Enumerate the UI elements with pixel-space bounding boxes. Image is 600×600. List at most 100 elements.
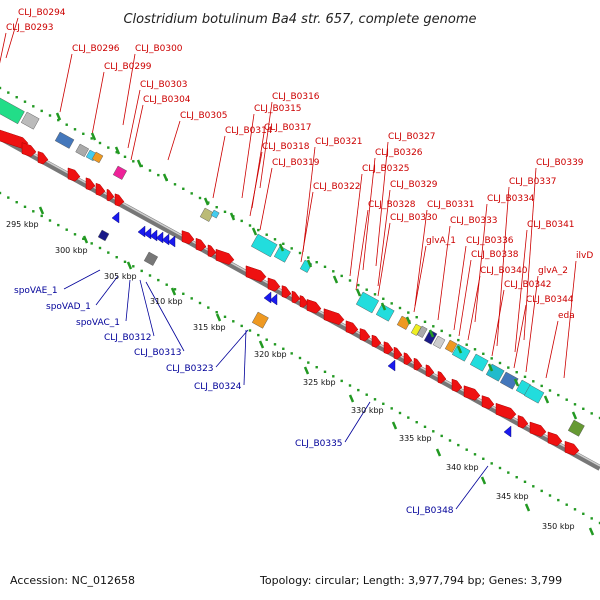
gene-box bbox=[97, 229, 110, 242]
inner-dotted-dot bbox=[207, 306, 210, 309]
position-tick-label: 315 kbp bbox=[193, 323, 226, 332]
position-tick-mark bbox=[348, 394, 355, 403]
forward-label-connector bbox=[212, 135, 226, 199]
outer-dotted-dot bbox=[373, 293, 377, 296]
position-tick-mark bbox=[524, 503, 531, 512]
outer-tick-mark bbox=[251, 227, 258, 236]
gene-box bbox=[523, 384, 545, 404]
outer-dotted-dot bbox=[15, 96, 18, 99]
inner-dotted-dot bbox=[557, 498, 560, 502]
forward-gene-arrow bbox=[413, 357, 423, 371]
inner-dotted-dot bbox=[215, 311, 218, 314]
inner-dotted-dot bbox=[340, 379, 343, 383]
position-tick-mark bbox=[170, 287, 177, 296]
outer-dotted-dot bbox=[198, 196, 202, 200]
forward-gene-label: CLJ_B0317 bbox=[264, 123, 312, 133]
forward-gene-arrow bbox=[181, 230, 195, 245]
forward-gene-label: CLJ_B0340 bbox=[480, 266, 528, 276]
outer-dotted-dot bbox=[115, 151, 118, 154]
forward-label-connector bbox=[377, 189, 391, 287]
inner-dotted-dot bbox=[107, 251, 110, 254]
forward-label-connector bbox=[241, 113, 255, 199]
inner-dotted-dot bbox=[273, 343, 277, 346]
forward-gene-arrow bbox=[299, 295, 309, 308]
outer-dotted-dot bbox=[498, 361, 502, 365]
reverse-gene-label: CLJ_B0335 bbox=[295, 439, 343, 449]
outer-tick-mark bbox=[90, 132, 97, 141]
forward-label-connector bbox=[414, 209, 428, 307]
forward-gene-arrow bbox=[495, 402, 517, 420]
reverse-label-connector bbox=[344, 401, 371, 443]
forward-label-connector bbox=[467, 275, 481, 341]
outer-dotted-dot bbox=[557, 393, 560, 397]
forward-label-connector bbox=[491, 289, 505, 357]
position-tick-label: 325 kbp bbox=[303, 378, 336, 387]
inner-dotted-dot bbox=[323, 370, 327, 373]
outer-tick-mark bbox=[162, 173, 169, 182]
forward-gene-label: CLJ_B0341 bbox=[527, 220, 575, 230]
outer-dotted-dot bbox=[223, 210, 227, 213]
reverse-gene-arrow bbox=[143, 227, 152, 240]
inner-dotted-dot bbox=[298, 356, 302, 360]
inner-dotted-dot bbox=[15, 201, 18, 204]
forward-gene-arrow bbox=[85, 177, 96, 191]
outer-tick-mark bbox=[543, 395, 550, 404]
forward-label-connector bbox=[259, 167, 273, 231]
inner-dotted-dot bbox=[132, 265, 135, 268]
forward-gene-arrow bbox=[451, 378, 463, 393]
outer-dotted-dot bbox=[507, 366, 510, 369]
forward-gene-arrow bbox=[67, 167, 81, 182]
outer-tick-mark bbox=[114, 146, 121, 155]
forward-gene-label: CLJ_B0322 bbox=[313, 182, 361, 192]
outer-tick-mark bbox=[487, 363, 494, 372]
forward-gene-arrow bbox=[291, 290, 301, 304]
outer-dotted-dot bbox=[40, 109, 43, 113]
inner-dotted-dot bbox=[515, 476, 518, 479]
outer-dotted-dot bbox=[540, 384, 543, 388]
inner-dotted-dot bbox=[390, 407, 393, 410]
forward-gene-arrow bbox=[281, 285, 292, 299]
outer-dotted-dot bbox=[273, 238, 277, 241]
inner-dotted-dot bbox=[490, 462, 493, 465]
inner-dotted-dot bbox=[98, 246, 102, 250]
forward-gene-label: CLJ_B0338 bbox=[471, 250, 519, 260]
gene-box bbox=[210, 209, 220, 219]
reverse-gene-arrow bbox=[263, 291, 272, 304]
inner-dotted-dot bbox=[148, 274, 152, 277]
gene-features bbox=[0, 97, 585, 456]
forward-label-connector bbox=[349, 173, 363, 277]
outer-dotted-dot bbox=[515, 371, 518, 374]
forward-label-connector bbox=[300, 191, 314, 263]
outer-dotted-dot bbox=[490, 357, 493, 360]
outer-tick-mark bbox=[571, 411, 578, 420]
forward-gene-label: CLJ_B0304 bbox=[143, 95, 191, 105]
forward-gene-arrow bbox=[403, 352, 413, 365]
inner-dotted-dot bbox=[548, 494, 552, 497]
inner-dotted-dot bbox=[473, 453, 477, 456]
reverse-gene-label: CLJ_B0324 bbox=[194, 382, 242, 392]
forward-gene-arrow bbox=[481, 395, 495, 410]
forward-gene-label: CLJ_B0321 bbox=[315, 137, 363, 147]
forward-label-connector bbox=[513, 304, 527, 369]
forward-gene-arrow bbox=[37, 151, 49, 165]
forward-gene-arrow bbox=[517, 415, 529, 429]
reverse-gene-arrow bbox=[167, 235, 176, 248]
outer-dotted-dot bbox=[348, 279, 352, 282]
outer-dotted-dot bbox=[315, 261, 318, 264]
forward-label-connector bbox=[474, 203, 488, 323]
inner-dotted-dot bbox=[115, 256, 118, 259]
gene-box bbox=[375, 303, 395, 322]
outer-dotted-dot bbox=[7, 91, 10, 94]
gene-box bbox=[444, 339, 458, 353]
forward-label-connector bbox=[302, 146, 316, 253]
forward-gene-label: CLJ_B0339 bbox=[536, 158, 584, 168]
forward-label-connector bbox=[437, 225, 451, 321]
inner-dotted-dot bbox=[290, 352, 293, 355]
outer-dotted-dot bbox=[240, 219, 243, 223]
position-tick-mark bbox=[303, 366, 310, 375]
inner-dotted-dot bbox=[82, 237, 85, 240]
gene-box bbox=[567, 419, 585, 437]
reverse-gene-arrow bbox=[161, 233, 170, 246]
forward-gene-label: CLJ_B0336 bbox=[466, 236, 514, 246]
inner-dotted-dot bbox=[165, 283, 168, 286]
